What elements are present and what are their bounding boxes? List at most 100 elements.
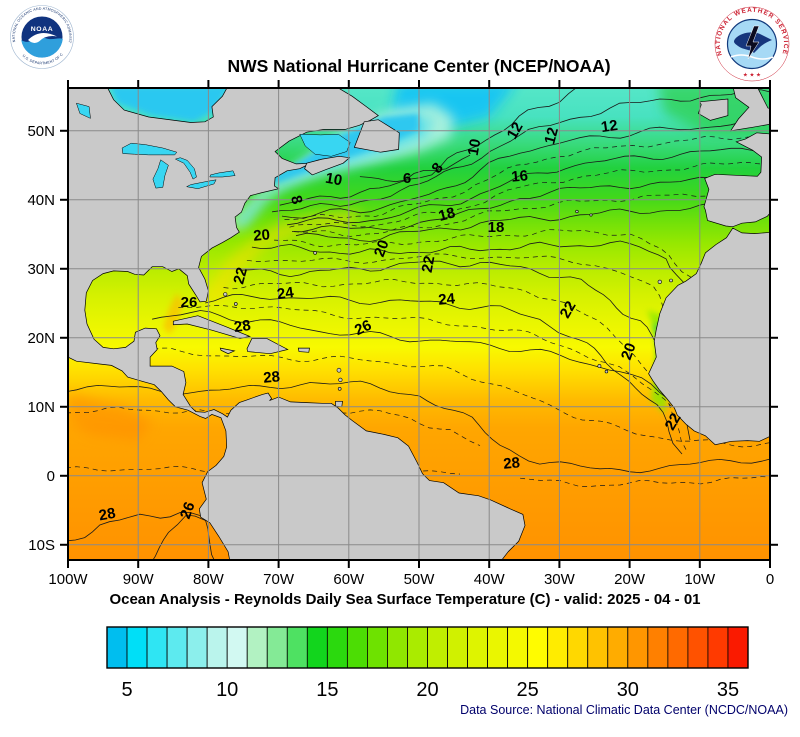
- colorbar-cell: [727, 626, 749, 669]
- island-dot: [336, 367, 342, 373]
- land-polygon: [703, 132, 770, 228]
- y-axis-label: 40N: [27, 192, 55, 209]
- colorbar-cell: [226, 626, 248, 669]
- isotherm-line-dashed: [223, 279, 687, 450]
- contour-label: 26: [352, 317, 374, 339]
- colorbar-cell: [467, 626, 488, 669]
- colorbar-cell: [607, 626, 629, 669]
- sst-feature-blob: [110, 88, 229, 122]
- land-polygon: [297, 347, 310, 353]
- isotherm-line: [295, 202, 770, 242]
- contour-label: 6: [403, 170, 411, 187]
- graticule: [68, 88, 770, 560]
- colorbar-cell: [527, 626, 549, 669]
- colorbar-cell: [126, 626, 148, 669]
- sst-feature-blob: [162, 292, 184, 335]
- colorbar-cell: [447, 626, 468, 669]
- colorbar-cell: [306, 626, 328, 669]
- isotherm-line-dashed: [284, 135, 770, 220]
- landmasses: [68, 88, 770, 560]
- x-axis-label: 70W: [263, 571, 295, 588]
- contour-label: 16: [511, 167, 529, 185]
- isotherm-line: [287, 147, 770, 226]
- island-dot: [313, 251, 317, 255]
- x-axis-label: 60W: [333, 571, 365, 588]
- colorbar: 5 10 15 20 25 30 35: [106, 626, 749, 701]
- contour-label: 28: [263, 368, 281, 386]
- colorbar-tick-label: 25: [517, 679, 539, 701]
- contour-label: 22: [662, 410, 685, 433]
- isotherm-line: [281, 119, 770, 219]
- contour-label: 12: [504, 119, 527, 142]
- lake-polygon: [299, 133, 351, 157]
- colorbar-cell: [266, 626, 288, 669]
- contour-label: 18: [437, 204, 458, 225]
- lake-polygon: [76, 102, 91, 119]
- x-axis-label: 40W: [474, 571, 506, 588]
- isotherm-line: [68, 380, 770, 474]
- x-axis-label: 90W: [123, 571, 155, 588]
- lake-polygon: [121, 142, 178, 156]
- lake-polygon: [209, 170, 236, 178]
- noaa-seagull-icon: [28, 32, 57, 43]
- noaa-wordmark: NOAA: [31, 26, 53, 33]
- colorbar-cell: [346, 626, 368, 669]
- contour-label: 24: [438, 290, 457, 308]
- colorbar-cell: [286, 626, 308, 669]
- x-axis-label: 80W: [193, 571, 225, 588]
- colorbar-cell: [326, 626, 348, 669]
- land-polygon: [353, 119, 400, 153]
- x-axis-label: 10W: [684, 571, 716, 588]
- y-axis-label: 0: [47, 468, 55, 485]
- island-dot: [338, 377, 343, 382]
- noaa-logo: NATIONAL OCEANIC AND ATMOSPHERIC ADMINIS…: [10, 5, 74, 69]
- colorbar-tick-label: 15: [316, 679, 338, 701]
- contour-label: 22: [419, 255, 439, 274]
- colorbar-cell: [206, 626, 228, 669]
- nws-lightning-icon: [745, 25, 760, 60]
- colorbar-cell: [587, 626, 609, 669]
- colorbar-cell: [487, 626, 509, 669]
- sst-feature-blob: [201, 210, 363, 304]
- noaa-emblem-sea: [21, 37, 63, 58]
- lake-polygon: [152, 159, 169, 189]
- colorbar-cell: [627, 626, 649, 669]
- y-axis-label: 50N: [27, 123, 55, 140]
- island-dot: [657, 279, 662, 284]
- lakes: [76, 102, 351, 189]
- colorbar-cell: [427, 626, 448, 669]
- colorbar-tick-label: 20: [416, 679, 438, 701]
- colorbar-cell: [246, 626, 268, 669]
- colorbar-tick-label: 5: [121, 679, 132, 701]
- colorbar-cell: [387, 626, 408, 669]
- contour-label: 10: [324, 170, 343, 190]
- contour-label: 10: [465, 138, 485, 157]
- land-polygon: [697, 98, 729, 121]
- map-caption: Ocean Analysis - Reynolds Daily Sea Surf…: [109, 591, 701, 608]
- contour-label: 12: [541, 126, 562, 147]
- page-title: NWS National Hurricane Center (NCEP/NOAA…: [227, 56, 611, 76]
- nws-stars: ★ ★ ★: [743, 72, 761, 79]
- colorbar-cell: [687, 626, 709, 669]
- land-polygon: [246, 338, 289, 355]
- contour-label: 22: [230, 266, 251, 287]
- island-dot: [575, 209, 579, 214]
- colorbar-tick-label: 35: [717, 679, 739, 701]
- contour-label: 22: [557, 298, 580, 321]
- colorbar-cell: [567, 626, 589, 669]
- contour-label: 20: [618, 341, 640, 362]
- axis-ticks: 100W 90W 80W 70W 60W 50W 40W 30W 20W 10W 0 50N 40N 30…: [27, 80, 778, 588]
- isotherm-line: [291, 175, 770, 233]
- colorbar-cell: [146, 626, 168, 669]
- land-polygon: [335, 400, 343, 408]
- land-polygon: [648, 227, 770, 446]
- x-axis-label: 100W: [48, 571, 88, 588]
- contour-label: 20: [253, 226, 271, 244]
- colorbar-cell: [647, 626, 669, 669]
- isotherm-line-dashed: [520, 476, 770, 487]
- contour-label: 28: [233, 317, 252, 336]
- isotherm-line-dashed: [108, 347, 770, 448]
- island-dot: [233, 302, 238, 306]
